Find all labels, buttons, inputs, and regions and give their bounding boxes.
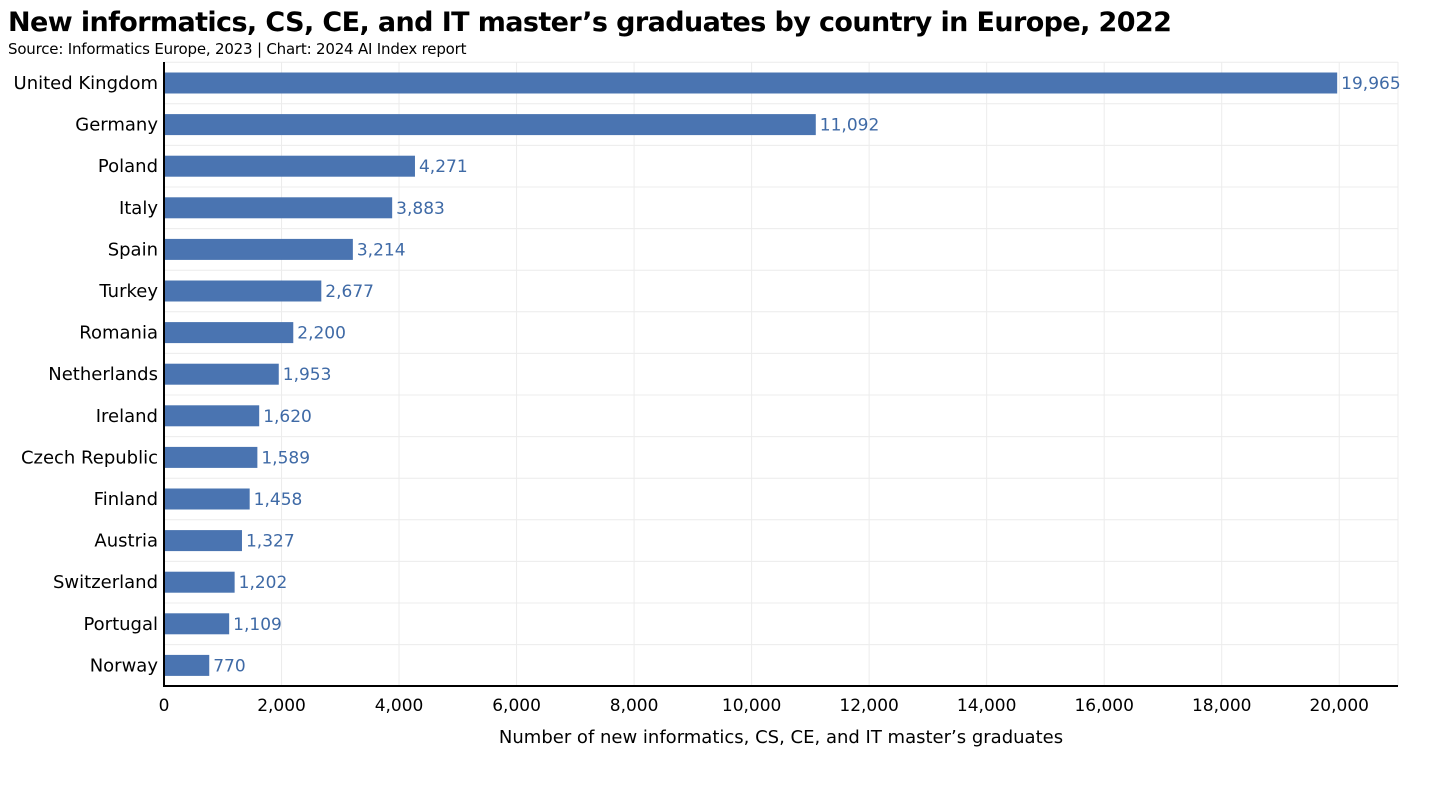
- data-label: 3,883: [396, 199, 445, 219]
- bar: [164, 197, 393, 219]
- bar: [164, 322, 294, 344]
- data-label: 3,214: [357, 240, 406, 260]
- bar: [164, 114, 816, 136]
- data-label: 1,458: [254, 490, 303, 510]
- x-tick-label: 20,000: [1309, 696, 1368, 716]
- bars: [164, 72, 1338, 676]
- data-label: 4,271: [419, 157, 468, 177]
- category-label: Netherlands: [48, 364, 158, 385]
- data-label: 1,327: [246, 532, 295, 552]
- chart-title: New informatics, CS, CE, and IT master’s…: [8, 7, 1172, 38]
- bar: [164, 155, 415, 177]
- data-label: 1,620: [263, 407, 312, 427]
- bar: [164, 654, 210, 676]
- data-label: 1,953: [283, 365, 332, 385]
- category-label: Spain: [108, 239, 158, 260]
- category-label: Turkey: [98, 281, 158, 302]
- x-tick-label: 12,000: [839, 696, 898, 716]
- bar: [164, 530, 242, 552]
- data-labels: 19,965 11,092 4,271 3,883 3,214 2,677 2,200 1,9…: [213, 74, 1400, 676]
- x-tick-labels: 0 2,000 4,000 6,000 8,000 10,000 12,000 14,000 1…: [159, 696, 1369, 716]
- category-label: Norway: [90, 655, 159, 676]
- category-label: Italy: [119, 198, 158, 219]
- x-tick-label: 0: [159, 696, 170, 716]
- x-tick-label: 8,000: [610, 696, 659, 716]
- bar: [164, 571, 235, 593]
- bar: [164, 613, 230, 635]
- bar: [164, 488, 250, 510]
- x-tick-label: 16,000: [1074, 696, 1133, 716]
- category-label: Finland: [94, 489, 158, 510]
- x-axis-title: Number of new informatics, CS, CE, and I…: [499, 727, 1063, 748]
- chart-subtitle: Source: Informatics Europe, 2023 | Chart…: [8, 40, 467, 58]
- x-tick-label: 2,000: [257, 696, 306, 716]
- category-label: Germany: [75, 115, 158, 136]
- category-labels: United Kingdom Germany Poland Italy Spain Tur…: [14, 73, 159, 676]
- data-label: 1,109: [233, 615, 282, 635]
- x-tick-label: 14,000: [957, 696, 1016, 716]
- category-label: Switzerland: [53, 572, 158, 593]
- data-label: 19,965: [1341, 74, 1400, 94]
- x-tick-label: 6,000: [492, 696, 541, 716]
- category-label: Poland: [98, 156, 158, 177]
- x-tick-label: 4,000: [375, 696, 424, 716]
- bar: [164, 238, 353, 260]
- x-tick-label: 10,000: [722, 696, 781, 716]
- bar: [164, 363, 279, 385]
- bar: [164, 446, 258, 468]
- category-label: Ireland: [96, 406, 158, 427]
- bar: [164, 72, 1338, 94]
- bar: [164, 280, 322, 302]
- category-label: United Kingdom: [14, 73, 158, 94]
- category-label: Portugal: [83, 614, 158, 635]
- data-label: 2,677: [325, 282, 374, 302]
- category-label: Czech Republic: [21, 447, 158, 468]
- axes: [163, 62, 1398, 687]
- category-label: Romania: [79, 323, 158, 344]
- x-tick-label: 18,000: [1192, 696, 1251, 716]
- data-label: 1,202: [239, 573, 288, 593]
- data-label: 11,092: [820, 116, 879, 136]
- gridlines: [164, 61, 1399, 687]
- data-label: 2,200: [297, 324, 346, 344]
- data-label: 770: [213, 656, 245, 676]
- bar: [164, 405, 260, 427]
- data-label: 1,589: [261, 448, 310, 468]
- category-label: Austria: [94, 531, 158, 552]
